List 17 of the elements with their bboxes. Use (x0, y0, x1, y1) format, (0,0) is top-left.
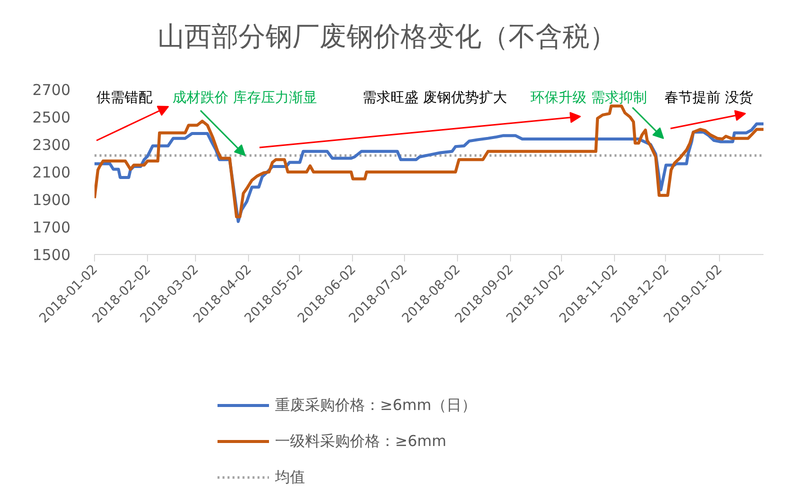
y-tick-label: 1900 (32, 191, 71, 209)
y-tick-label: 2300 (32, 136, 71, 154)
annotation: 春节提前 没货 (664, 90, 753, 106)
annotation: 成材跌价 库存压力渐显 (172, 90, 317, 106)
annotation: 需求旺盛 废钢优势扩大 (362, 90, 507, 106)
legend-label: 均值 (275, 467, 305, 487)
y-tick-label: 1700 (32, 218, 71, 236)
legend-label: 重废采购价格：≥6mm（日） (275, 395, 476, 415)
y-tick-label: 2100 (32, 164, 71, 182)
legend-label: 一级料采购价格：≥6mm (275, 431, 446, 451)
line-series (94, 104, 764, 218)
annotation: 供需错配 (96, 90, 152, 106)
annotation: 环保升级 需求抑制 (530, 90, 647, 106)
chart-title: 山西部分钢厂废钢价格变化（不含税） (158, 22, 616, 52)
y-tick-label: 2500 (32, 108, 71, 126)
y-tick-label: 2700 (32, 81, 71, 99)
y-tick-label: 1500 (32, 246, 71, 264)
